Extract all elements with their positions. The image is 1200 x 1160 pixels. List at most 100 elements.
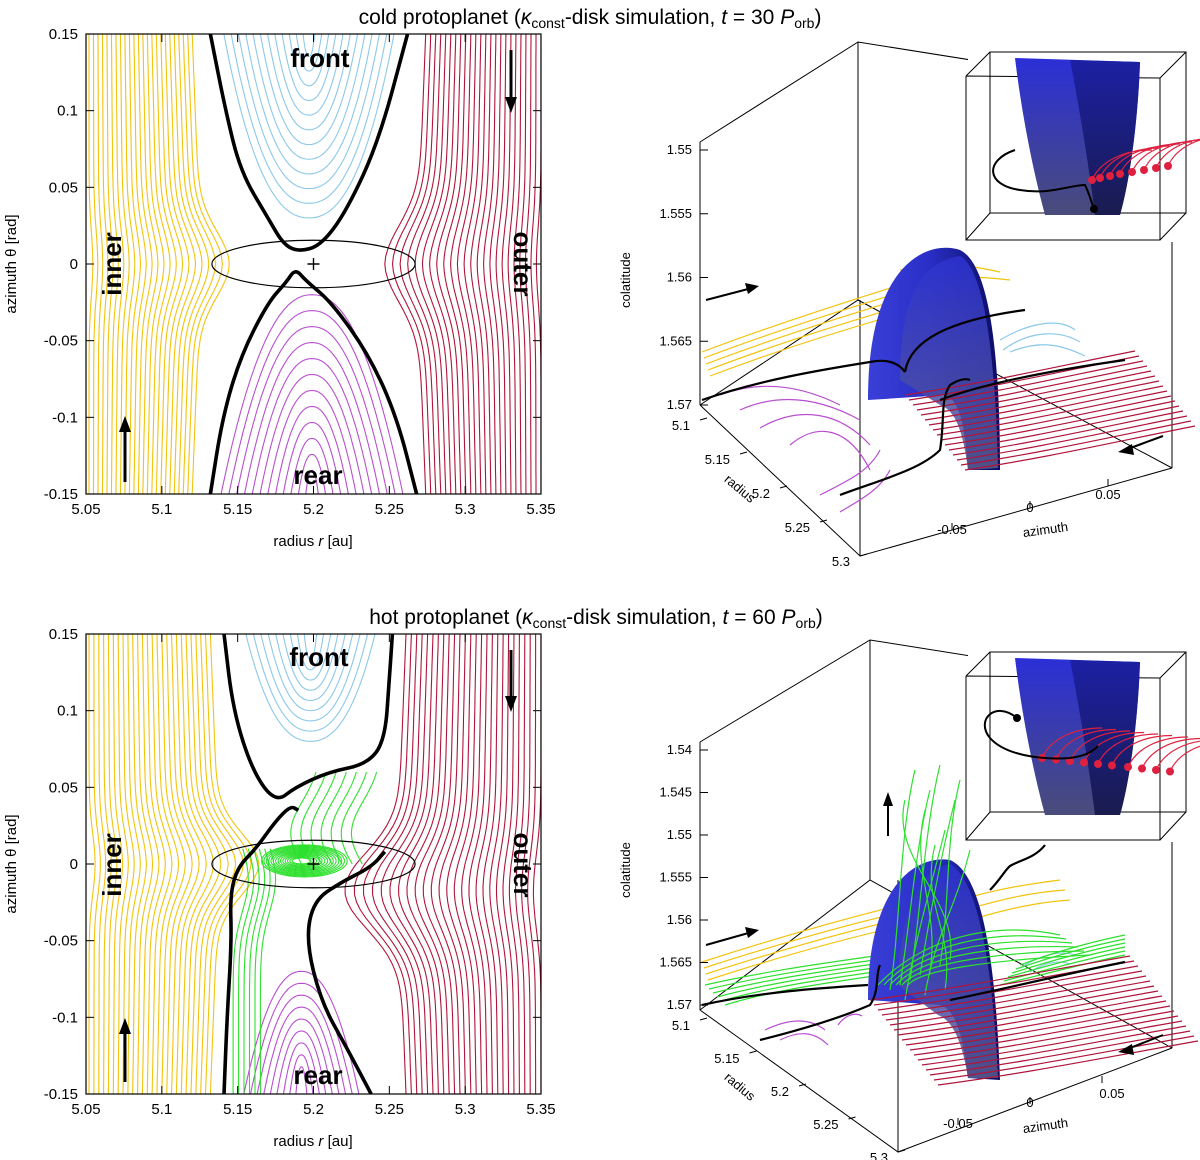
red-3d-line bbox=[937, 1040, 1199, 1086]
separatrix bbox=[222, 634, 395, 800]
rear-horseshoe-line bbox=[276, 1030, 327, 1094]
outer-label: outer bbox=[508, 833, 538, 898]
red-3d-line bbox=[909, 1005, 1171, 1051]
front-label: front bbox=[289, 642, 349, 672]
envelope-line bbox=[275, 850, 332, 872]
green-3d-line bbox=[889, 769, 916, 991]
rear-horseshoe-line bbox=[269, 1018, 333, 1094]
radius-tick bbox=[819, 519, 828, 523]
envelope-line bbox=[270, 848, 337, 874]
rear-horseshoe-line bbox=[243, 342, 381, 494]
inner-streamline bbox=[166, 634, 193, 1094]
rear-horseshoe-line bbox=[290, 437, 334, 494]
rear-horseshoe-line bbox=[275, 405, 349, 494]
inner-streamline bbox=[141, 634, 160, 1094]
front-horseshoe-line bbox=[252, 34, 366, 160]
bottom-3d-radius-label: radius bbox=[722, 1069, 759, 1104]
inner-streamline bbox=[119, 34, 130, 494]
front-horseshoe-line bbox=[296, 634, 325, 671]
inner-streamline bbox=[142, 34, 159, 494]
inner-streamline bbox=[106, 34, 114, 494]
inset-red-line bbox=[1041, 727, 1103, 759]
red-3d-line bbox=[885, 975, 1147, 1021]
top-ylabel: azimuth θ [rad] bbox=[3, 214, 20, 313]
bottom-3d-red-lines bbox=[869, 955, 1199, 1086]
top-3d-view: 1.55 1.555 1.56 1.565 1.57 5.1 5.15 5.2 5.25 5.3 -… bbox=[618, 41, 1200, 569]
red-3d-line bbox=[952, 410, 1184, 456]
top-3d-colatitude-label: colatitude bbox=[618, 252, 633, 308]
radius-tick-label: 5.25 bbox=[813, 1117, 838, 1132]
outer-streamline bbox=[399, 34, 437, 494]
red-3d-line bbox=[948, 405, 1180, 451]
bottom-3d-inset bbox=[965, 651, 1200, 842]
x-tick-label: 5.3 bbox=[455, 501, 476, 518]
front-horseshoe-line bbox=[274, 34, 344, 116]
colat-tick-label: 1.555 bbox=[659, 870, 692, 885]
front-horseshoe-line bbox=[303, 634, 318, 661]
green-3d-line bbox=[920, 809, 933, 971]
inner-streamline bbox=[107, 634, 118, 1094]
outer-streamline bbox=[407, 34, 442, 494]
inner-streamline bbox=[146, 634, 166, 1094]
inset-red-dot bbox=[1128, 168, 1136, 176]
outer-streamline bbox=[398, 634, 439, 1094]
front-horseshoe-line bbox=[267, 34, 351, 131]
green-3d-line bbox=[895, 946, 1079, 986]
green-3d-base-line bbox=[724, 974, 881, 1006]
inner-streamline bbox=[128, 34, 142, 494]
red-3d-line bbox=[897, 990, 1159, 1036]
envelope-line bbox=[268, 847, 340, 875]
inner-streamline bbox=[204, 634, 252, 1094]
green-3d-line bbox=[877, 929, 1061, 986]
top-3d-red-lines bbox=[904, 350, 1196, 471]
inner-streamline bbox=[115, 34, 125, 494]
red-3d-line bbox=[944, 400, 1176, 446]
y-tick-label: -0.1 bbox=[52, 1009, 78, 1026]
red-3d-line bbox=[889, 980, 1151, 1026]
bottom-panel: hot protoplanet (κconst-disk simulation,… bbox=[3, 606, 1200, 1160]
y-tick-label: 0.1 bbox=[57, 703, 78, 720]
colat-tick-label: 1.55 bbox=[667, 142, 692, 157]
inner-streamline bbox=[151, 634, 173, 1094]
rear-label: rear bbox=[293, 1060, 342, 1090]
red-3d-line bbox=[936, 390, 1168, 436]
inset-red-dot bbox=[1116, 170, 1124, 178]
inner-streamline bbox=[187, 34, 223, 494]
inset-red-dot bbox=[1052, 755, 1060, 764]
inner-streamline bbox=[122, 634, 135, 1094]
inner-streamline bbox=[137, 634, 154, 1094]
outer-streamline bbox=[421, 34, 452, 494]
outer-streamline bbox=[389, 634, 434, 1094]
inset-red-dot bbox=[1080, 758, 1088, 767]
y-tick-label: 0.1 bbox=[57, 103, 78, 120]
inner-streamline bbox=[209, 634, 260, 1094]
radius-tick-label: 5.1 bbox=[672, 418, 690, 433]
outer-streamline bbox=[476, 34, 492, 494]
outer-streamline bbox=[468, 634, 488, 1094]
top-panel: cold protoplanet (κconst-disk simulation… bbox=[3, 6, 1200, 569]
red-3d-line bbox=[956, 415, 1188, 461]
top-3d-inset bbox=[965, 51, 1200, 242]
inner-streamline bbox=[160, 34, 184, 494]
outer-streamline bbox=[430, 634, 461, 1094]
outer-streamline bbox=[470, 34, 487, 494]
envelope-line bbox=[272, 849, 334, 873]
red-3d-line bbox=[912, 360, 1144, 406]
radius-tick bbox=[848, 1116, 856, 1120]
top-streamline-plot: 5.05 5.1 5.15 5.2 5.25 5.3 5.35 0.15 0.1 0.05 0 -0.… bbox=[3, 26, 556, 550]
radius-tick bbox=[699, 1017, 708, 1021]
y-tick-label: 0 bbox=[70, 856, 78, 873]
inset-red-dot bbox=[1140, 166, 1148, 174]
green-streamline bbox=[340, 771, 368, 865]
x-tick-label: 5.05 bbox=[71, 1101, 100, 1118]
inset-red-dot bbox=[1164, 162, 1172, 170]
envelope-line bbox=[265, 846, 343, 876]
y-tick-label: -0.15 bbox=[44, 1086, 78, 1103]
colat-tick-label: 1.55 bbox=[667, 827, 692, 842]
red-3d-line bbox=[964, 425, 1196, 471]
azimuth-tick-label: 0 bbox=[1026, 1095, 1033, 1110]
outer-streamline bbox=[414, 34, 447, 494]
outer-streamline bbox=[414, 634, 450, 1094]
bottom-xlabel: radius r [au] bbox=[273, 1133, 352, 1150]
